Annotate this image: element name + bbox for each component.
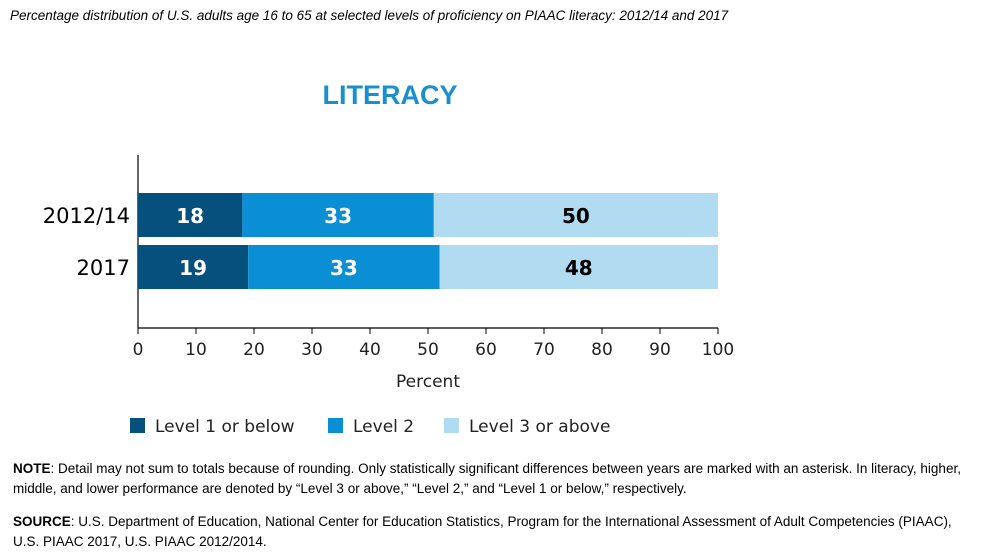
source-body: : U.S. Department of Education, National… (13, 514, 952, 549)
bar-segment (138, 245, 249, 289)
category-label: 2012/14 (43, 204, 130, 228)
x-tick-label: 90 (649, 340, 671, 360)
data-label: 18 (176, 204, 204, 228)
bar-segment (138, 193, 243, 237)
category-label: 2017 (77, 256, 130, 280)
bar-segment (439, 245, 718, 289)
note-body: : Detail may not sum to totals because o… (13, 461, 961, 496)
data-label: 19 (179, 256, 207, 280)
x-axis-label: Percent (396, 372, 460, 392)
source-text: SOURCE: U.S. Department of Education, Na… (13, 512, 981, 552)
source-label: SOURCE (13, 514, 71, 529)
bar-segment (433, 193, 718, 237)
stacked-bar-chart: 0 10 20 30 40 50 60 70 80 90 100 Percent 2012/14 18 33… (43, 155, 734, 437)
chart-caption: Percentage distribution of U.S. adults a… (10, 8, 729, 23)
note-text: NOTE: Detail may not sum to totals becau… (13, 459, 981, 499)
bar-segment (248, 245, 440, 289)
x-tick-label: 0 (133, 340, 144, 360)
legend-label: Level 2 (353, 417, 414, 437)
chart-title: LITERACY (322, 80, 458, 110)
data-label: 50 (562, 204, 590, 228)
x-tick-label: 80 (591, 340, 613, 360)
legend-swatch (328, 418, 343, 433)
legend-label: Level 1 or below (155, 417, 295, 437)
x-tick-label: 10 (185, 340, 207, 360)
x-tick-label: 40 (359, 340, 381, 360)
legend-swatch (130, 418, 145, 433)
legend-swatch (444, 418, 459, 433)
x-tick-label: 70 (533, 340, 555, 360)
x-tick-label: 50 (417, 340, 439, 360)
bar-segment (242, 193, 434, 237)
legend-label: Level 3 or above (469, 417, 610, 437)
x-tick-label: 30 (301, 340, 323, 360)
data-label: 48 (565, 256, 593, 280)
note-label: NOTE (13, 461, 51, 476)
x-tick-label: 100 (702, 340, 734, 360)
x-tick-label: 20 (243, 340, 265, 360)
data-label: 33 (324, 204, 352, 228)
x-tick-label: 60 (475, 340, 497, 360)
data-label: 33 (330, 256, 358, 280)
